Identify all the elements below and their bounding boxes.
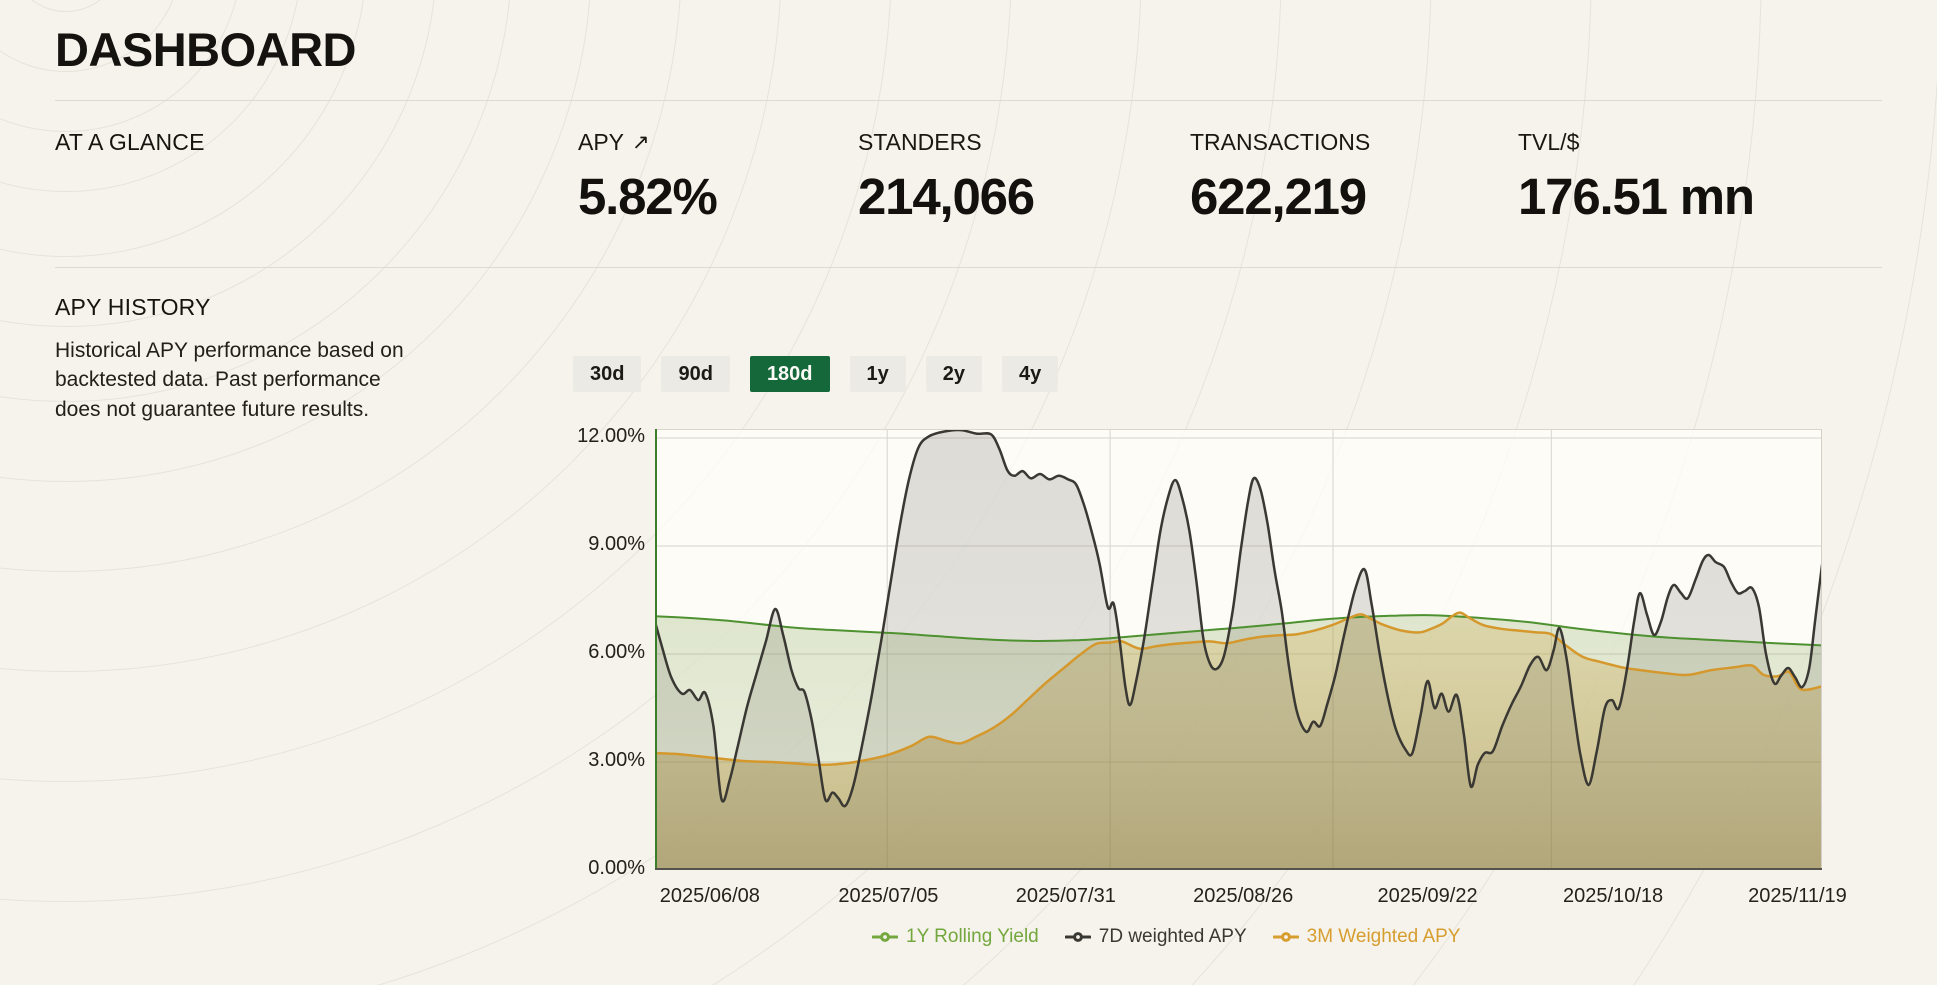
x-axis-tick-label: 2025/09/22: [1377, 885, 1478, 907]
history-section-label: APY HISTORY: [55, 294, 211, 320]
stat-label-text: APY: [578, 129, 625, 155]
chart-legend: 1Y Rolling Yield 7D weighted APY 3M Weight…: [872, 926, 1460, 948]
legend-line-marker-icon: [1272, 932, 1299, 942]
x-axis-tick-label: 2025/08/26: [1193, 885, 1294, 907]
x-axis-tick-label: 2025/07/31: [1015, 885, 1116, 907]
history-description: Historical APY performance based on back…: [55, 339, 404, 421]
trend-up-arrow-icon: ↗: [632, 131, 650, 154]
range-button-4y[interactable]: 4y: [1002, 356, 1059, 392]
stat-label: TVL/$: [1518, 129, 1754, 156]
x-axis-tick-label: 2025/06/08: [659, 885, 760, 907]
x-axis-tick-label: 2025/07/05: [838, 885, 939, 907]
stat-apy: APY ↗ 5.82%: [578, 129, 718, 226]
stat-value: 176.51 mn: [1518, 168, 1755, 225]
y-axis-tick-label: 6.00%: [588, 641, 645, 663]
legend-item-7d-weighted-apy[interactable]: 7D weighted APY: [1064, 926, 1247, 948]
legend-item-3m-weighted-apy[interactable]: 3M Weighted APY: [1272, 926, 1461, 948]
range-button-2y[interactable]: 2y: [925, 356, 983, 392]
legend-label: 3M Weighted APY: [1306, 926, 1461, 947]
range-button-180d[interactable]: 180d: [749, 356, 830, 392]
legend-line-marker-icon: [1064, 932, 1091, 942]
y-axis-tick-label: 9.00%: [588, 533, 645, 555]
x-axis-tick-label: 2025/10/18: [1563, 885, 1664, 907]
stat-tvl-: TVL/$ 176.51 mn: [1518, 129, 1755, 226]
stat-value: 214,066: [858, 168, 1035, 225]
series-area-2: [655, 429, 1822, 870]
legend-item-1y-rolling-yield[interactable]: 1Y Rolling Yield: [872, 926, 1039, 948]
range-button-1y[interactable]: 1y: [849, 356, 906, 392]
stat-label: STANDERS: [858, 129, 1034, 156]
divider: [55, 267, 1882, 268]
stat-transactions: TRANSACTIONS 622,219: [1190, 129, 1370, 226]
stat-label: APY ↗: [578, 129, 717, 156]
legend-label: 1Y Rolling Yield: [906, 926, 1039, 947]
legend-line-marker-icon: [872, 932, 898, 942]
stat-label-text: TVL/$: [1518, 129, 1580, 155]
series-line-2: [655, 429, 1822, 808]
y-axis-tick-label: 12.00%: [577, 425, 645, 447]
time-range-selector: 30d 90d 180d 1y 2y 4y: [573, 356, 1059, 392]
range-button-30d[interactable]: 30d: [573, 356, 642, 392]
stat-label-text: STANDERS: [858, 129, 982, 155]
stat-label: TRANSACTIONS: [1190, 129, 1370, 156]
y-axis-tick-label: 3.00%: [588, 749, 645, 771]
x-axis-tick-label: 2025/11/19: [1748, 885, 1847, 907]
stat-standers: STANDERS 214,066: [858, 129, 1035, 226]
apy-history-chart[interactable]: [655, 429, 1822, 870]
page-title: DASHBOARD: [55, 23, 357, 76]
series-line-0: [655, 614, 1822, 647]
legend-label: 7D weighted APY: [1098, 926, 1247, 947]
glance-section-label: AT A GLANCE: [55, 129, 205, 155]
range-button-90d[interactable]: 90d: [661, 356, 730, 392]
series-line-1: [655, 611, 1822, 767]
y-axis-tick-label: 0.00%: [588, 857, 645, 879]
stat-label-text: TRANSACTIONS: [1190, 129, 1371, 155]
stat-value: 5.82%: [578, 168, 718, 225]
divider: [55, 100, 1882, 101]
stat-value: 622,219: [1190, 168, 1367, 225]
